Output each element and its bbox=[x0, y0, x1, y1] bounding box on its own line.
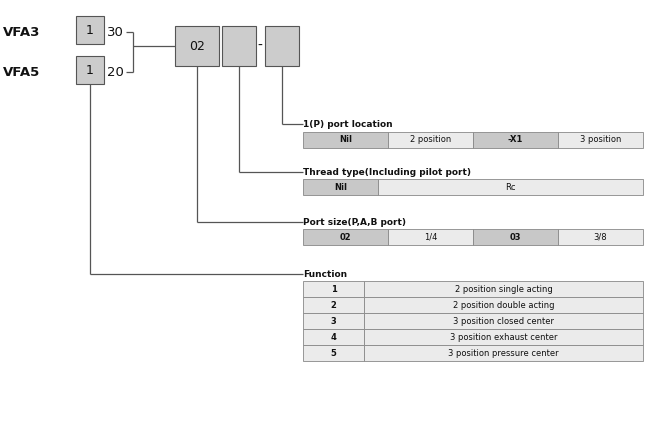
Text: 1: 1 bbox=[86, 23, 94, 36]
Text: Port size(P,A,B port): Port size(P,A,B port) bbox=[303, 218, 406, 227]
Text: -: - bbox=[258, 39, 262, 53]
Bar bbox=[303, 281, 364, 297]
Bar bbox=[473, 229, 558, 245]
Bar bbox=[303, 345, 364, 361]
Text: 2 position single acting: 2 position single acting bbox=[455, 285, 552, 293]
Text: 1/4: 1/4 bbox=[424, 232, 437, 241]
Text: 1: 1 bbox=[86, 64, 94, 76]
Text: 20: 20 bbox=[107, 66, 124, 79]
Text: 02: 02 bbox=[340, 232, 351, 241]
Text: 3 position: 3 position bbox=[580, 136, 621, 144]
Bar bbox=[558, 229, 643, 245]
Bar bbox=[265, 26, 299, 66]
Bar bbox=[364, 329, 643, 345]
Text: 2 position: 2 position bbox=[410, 136, 451, 144]
Text: 3/8: 3/8 bbox=[594, 232, 607, 241]
Bar bbox=[303, 297, 364, 313]
Text: 2 position double acting: 2 position double acting bbox=[453, 301, 554, 309]
Text: 3 position exhaust center: 3 position exhaust center bbox=[450, 333, 557, 342]
Bar bbox=[364, 345, 643, 361]
Text: 30: 30 bbox=[107, 25, 124, 38]
Bar bbox=[388, 132, 473, 148]
Text: 4: 4 bbox=[331, 333, 337, 342]
Bar bbox=[388, 229, 473, 245]
Bar bbox=[303, 179, 378, 195]
Bar bbox=[558, 132, 643, 148]
Text: 3 position pressure center: 3 position pressure center bbox=[448, 349, 559, 358]
Bar bbox=[473, 132, 558, 148]
Bar bbox=[364, 281, 643, 297]
Text: -X1: -X1 bbox=[508, 136, 523, 144]
Text: 1(P) port location: 1(P) port location bbox=[303, 120, 393, 129]
Bar bbox=[76, 16, 104, 44]
Text: Function: Function bbox=[303, 270, 347, 279]
Text: Thread type(Including pilot port): Thread type(Including pilot port) bbox=[303, 168, 471, 177]
Text: 02: 02 bbox=[189, 39, 205, 53]
Text: Nil: Nil bbox=[339, 136, 352, 144]
Text: VFA5: VFA5 bbox=[3, 66, 40, 79]
Bar bbox=[303, 329, 364, 345]
Text: 3 position closed center: 3 position closed center bbox=[453, 317, 554, 325]
Bar bbox=[303, 229, 388, 245]
Text: 03: 03 bbox=[510, 232, 521, 241]
Bar bbox=[222, 26, 256, 66]
Bar bbox=[303, 313, 364, 329]
Bar bbox=[364, 297, 643, 313]
Text: VFA3: VFA3 bbox=[3, 25, 40, 38]
Text: 2: 2 bbox=[331, 301, 337, 309]
Text: Rc: Rc bbox=[505, 182, 516, 191]
Bar bbox=[303, 132, 388, 148]
Text: Nil: Nil bbox=[334, 182, 347, 191]
Bar bbox=[364, 313, 643, 329]
Text: 1: 1 bbox=[331, 285, 337, 293]
Bar bbox=[175, 26, 219, 66]
Bar bbox=[378, 179, 643, 195]
Bar bbox=[76, 56, 104, 84]
Text: 3: 3 bbox=[331, 317, 337, 325]
Text: 5: 5 bbox=[331, 349, 337, 358]
